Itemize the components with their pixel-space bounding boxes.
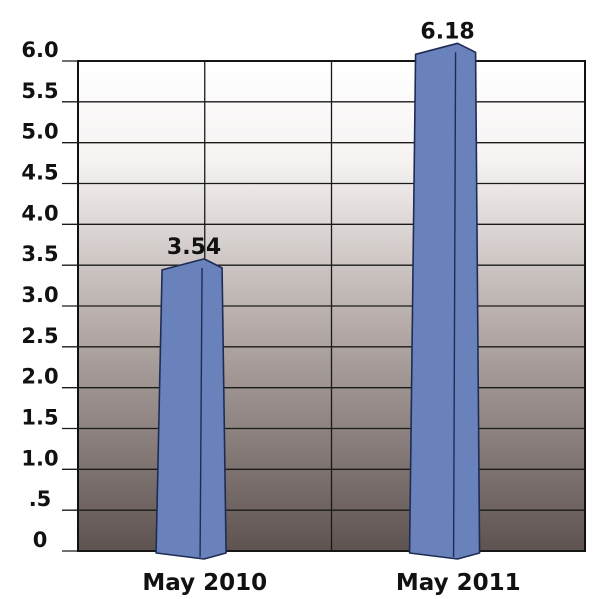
grid-lines bbox=[62, 60, 585, 552]
bar-edge bbox=[199, 267, 203, 558]
y-tick-label: 6.0 bbox=[21, 38, 58, 62]
y-tick-label: 2.5 bbox=[21, 324, 58, 348]
y-tick-label: 1.5 bbox=[21, 406, 58, 430]
bar-group bbox=[408, 42, 481, 560]
y-tick-label: 2.0 bbox=[21, 365, 58, 389]
y-tick-label: 4.5 bbox=[21, 161, 58, 185]
data-label: 3.54 bbox=[167, 235, 221, 260]
y-axis-ticks: 0 .5 1.0 1.5 2.0 2.5 3.0 3.5 4.0 4.5 5.0 5.5 6.0 bbox=[21, 38, 58, 552]
y-tick-label: 3.5 bbox=[21, 242, 58, 266]
y-tick-label: .5 bbox=[29, 487, 52, 511]
y-tick-label: 0 bbox=[33, 528, 48, 552]
y-tick-label: 5.5 bbox=[21, 79, 58, 103]
y-tick-label: 1.0 bbox=[21, 446, 58, 470]
y-tick-label: 4.0 bbox=[21, 201, 58, 225]
bars: 3.54 6.18 bbox=[155, 19, 481, 560]
bar bbox=[155, 258, 227, 560]
y-tick-label: 3.0 bbox=[21, 283, 58, 307]
data-label: 6.18 bbox=[420, 19, 474, 44]
bar bbox=[408, 42, 481, 560]
y-tick-label: 5.0 bbox=[21, 120, 58, 144]
x-category-label: May 2011 bbox=[396, 570, 521, 596]
bar-group bbox=[155, 258, 227, 560]
x-category-label: May 2010 bbox=[142, 570, 267, 596]
bar-edge bbox=[452, 52, 457, 558]
x-axis-labels: May 2010 May 2011 bbox=[142, 570, 520, 596]
